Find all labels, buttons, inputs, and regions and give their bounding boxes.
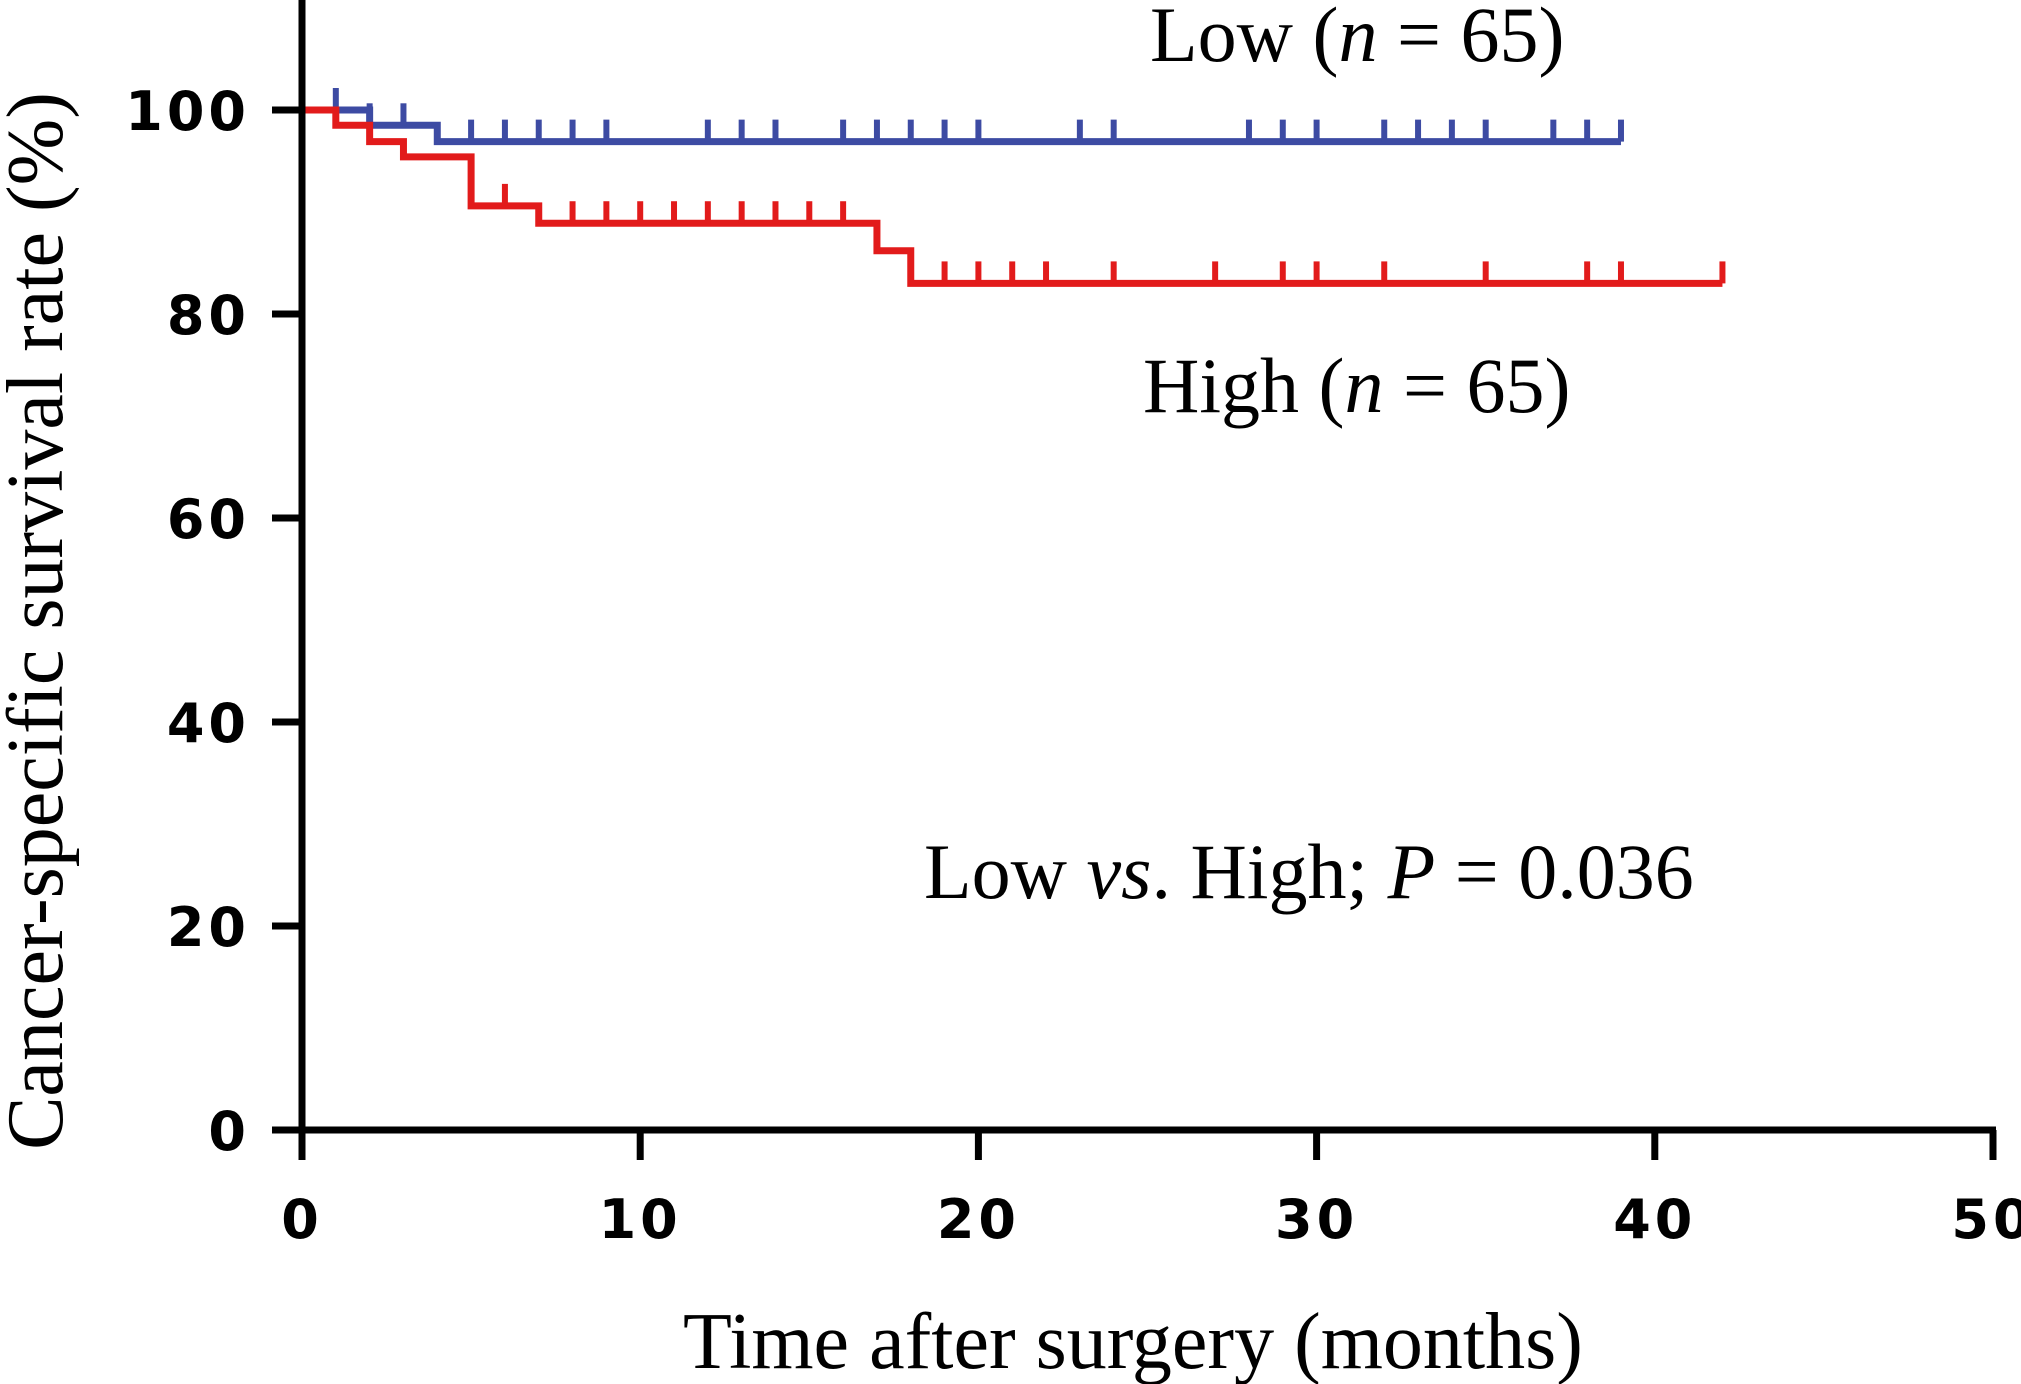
x-tick-label: 40 bbox=[1613, 1188, 1696, 1251]
p-value-annotation: Low vs. High; P = 0.036 bbox=[924, 828, 1694, 915]
y-axis-title: Cancer-specific survival rate (%) bbox=[0, 92, 80, 1150]
x-axis-title: Time after surgery (months) bbox=[683, 1298, 1583, 1384]
x-tick-label: 10 bbox=[599, 1188, 682, 1251]
y-tick-label: 60 bbox=[167, 488, 250, 551]
legend-label-high: High (n = 65) bbox=[1143, 342, 1570, 429]
y-tick-label: 20 bbox=[167, 896, 250, 959]
legend-label-low: Low (n = 65) bbox=[1150, 0, 1564, 78]
y-tick-label: 80 bbox=[167, 284, 250, 347]
x-tick-label: 20 bbox=[937, 1188, 1020, 1251]
y-tick-label: 40 bbox=[167, 692, 250, 755]
x-tick-label: 50 bbox=[1951, 1188, 2021, 1251]
plot-area bbox=[302, 88, 1726, 287]
axes: 0 20 40 60 80 100 0 10 20 30 40 50 bbox=[125, 0, 2021, 1251]
km-curve-0 bbox=[302, 106, 1621, 146]
x-tick-label: 0 bbox=[281, 1188, 323, 1251]
y-tick-label: 0 bbox=[208, 1100, 250, 1163]
y-tick-label: 100 bbox=[125, 80, 250, 143]
km-curve-1 bbox=[302, 106, 1723, 287]
x-tick-label: 30 bbox=[1275, 1188, 1358, 1251]
